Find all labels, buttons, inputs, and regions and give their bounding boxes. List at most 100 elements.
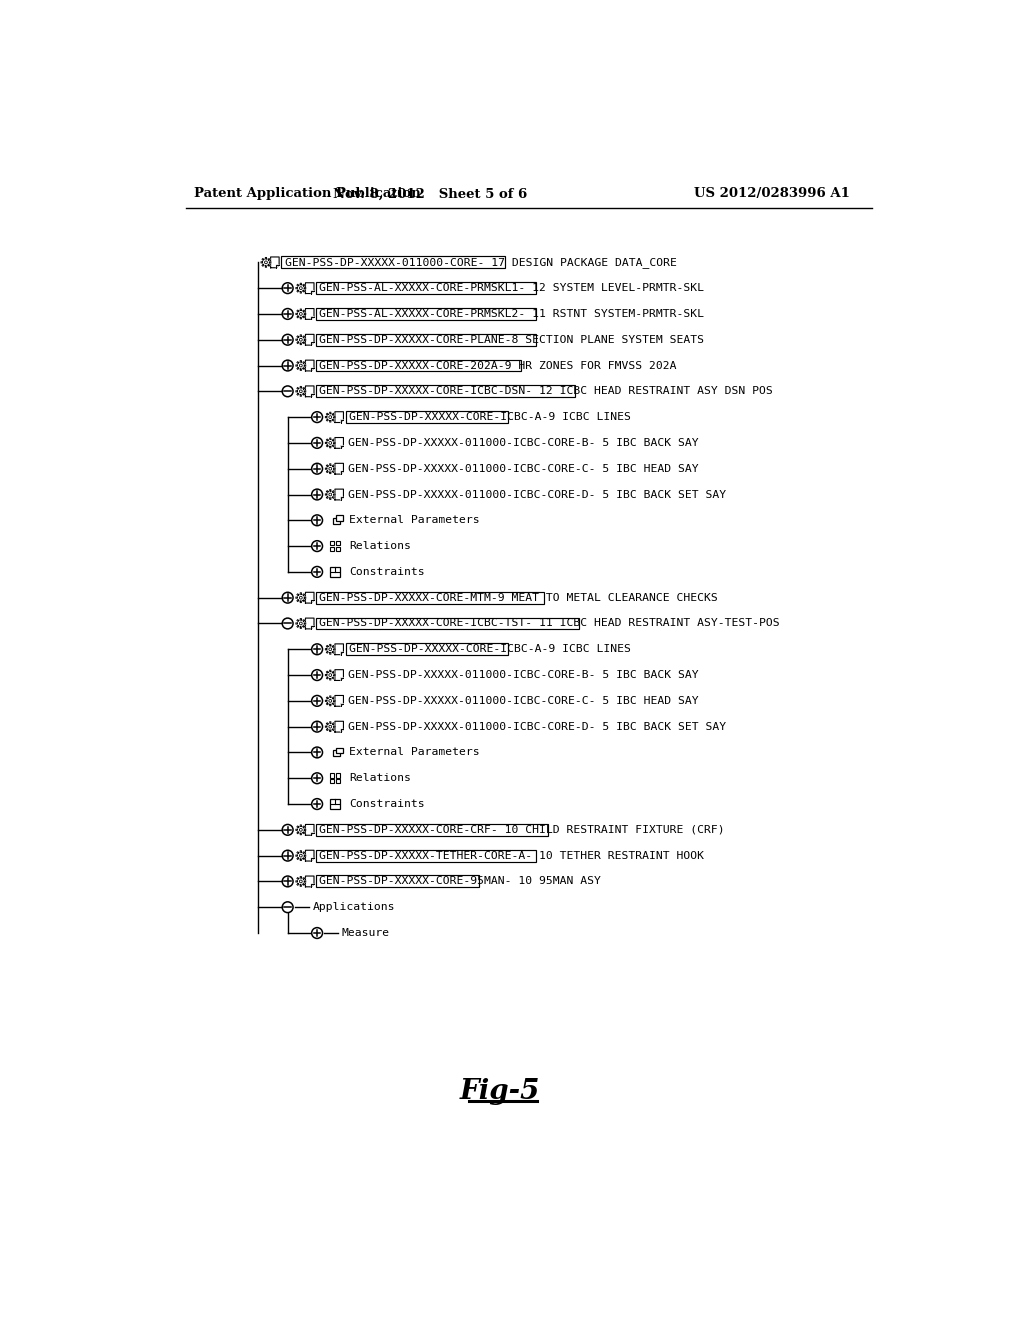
Polygon shape [327, 471, 329, 473]
Polygon shape [330, 730, 331, 731]
Polygon shape [311, 368, 314, 371]
Text: GEN-PSS-DP-XXXXX-011000-ICBC-CORE-B- 5 IBC BACK SAY: GEN-PSS-DP-XXXXX-011000-ICBC-CORE-B- 5 I… [348, 438, 698, 447]
Polygon shape [330, 412, 331, 413]
Polygon shape [335, 412, 343, 422]
Circle shape [311, 490, 323, 500]
Polygon shape [304, 364, 306, 366]
Circle shape [311, 747, 323, 758]
Text: GEN-PSS-DP-XXXXX-CORE-MTM-9 MEAT TO METAL CLEARANCE CHECKS: GEN-PSS-DP-XXXXX-CORE-MTM-9 MEAT TO META… [319, 593, 718, 603]
Polygon shape [326, 700, 327, 701]
Polygon shape [341, 498, 343, 500]
Circle shape [327, 723, 334, 730]
Circle shape [327, 491, 334, 498]
Bar [316, 618, 579, 630]
Circle shape [283, 825, 293, 836]
Polygon shape [304, 829, 306, 830]
Polygon shape [326, 416, 327, 418]
Polygon shape [341, 471, 343, 474]
Polygon shape [297, 851, 299, 854]
Circle shape [297, 388, 304, 395]
Text: Fig-5: Fig-5 [460, 1078, 541, 1105]
Bar [316, 282, 537, 294]
Polygon shape [335, 696, 343, 706]
Polygon shape [300, 368, 301, 371]
Polygon shape [297, 883, 299, 886]
Polygon shape [334, 469, 335, 470]
Polygon shape [334, 726, 335, 727]
Circle shape [311, 644, 323, 655]
Bar [316, 334, 537, 346]
Polygon shape [265, 257, 266, 259]
Polygon shape [327, 491, 329, 492]
Polygon shape [303, 315, 305, 318]
Polygon shape [300, 850, 301, 853]
Text: GEN-PSS-AL-XXXXX-CORE-PRMSKL2- 11 RSTNT SYSTEM-PRMTR-SKL: GEN-PSS-AL-XXXXX-CORE-PRMSKL2- 11 RSTNT … [319, 309, 705, 319]
Polygon shape [303, 832, 305, 834]
Bar [316, 359, 521, 371]
Polygon shape [300, 825, 301, 826]
Polygon shape [330, 463, 331, 466]
Bar [336, 541, 340, 545]
Bar [316, 875, 478, 887]
Circle shape [329, 648, 332, 651]
Bar [316, 385, 574, 397]
Polygon shape [276, 265, 280, 268]
Circle shape [329, 416, 332, 418]
Polygon shape [297, 858, 299, 859]
Circle shape [283, 385, 293, 397]
Polygon shape [330, 705, 331, 706]
Circle shape [297, 878, 304, 884]
Polygon shape [303, 393, 305, 395]
Polygon shape [297, 599, 299, 602]
Polygon shape [333, 496, 334, 499]
Polygon shape [327, 496, 329, 499]
Polygon shape [268, 259, 270, 260]
Circle shape [311, 696, 323, 706]
Polygon shape [311, 342, 314, 345]
Polygon shape [327, 440, 329, 441]
Circle shape [297, 594, 304, 602]
Polygon shape [333, 722, 334, 725]
Bar [333, 750, 340, 756]
Polygon shape [304, 855, 306, 857]
Text: GEN-PSS-DP-XXXXX-CORE-ICBC-A-9 ICBC LINES: GEN-PSS-DP-XXXXX-CORE-ICBC-A-9 ICBC LINE… [349, 644, 631, 655]
Polygon shape [297, 315, 299, 318]
Polygon shape [296, 597, 297, 598]
Text: Nov. 8, 2012   Sheet 5 of 6: Nov. 8, 2012 Sheet 5 of 6 [333, 187, 527, 201]
Circle shape [283, 334, 293, 345]
Polygon shape [303, 858, 305, 859]
Polygon shape [297, 342, 299, 343]
Text: GEN-PSS-DP-XXXXX-CORE-ICBC-TST- 11 ICBC HEAD RESTRAINT ASY-TEST-POS: GEN-PSS-DP-XXXXX-CORE-ICBC-TST- 11 ICBC … [319, 619, 780, 628]
Polygon shape [327, 722, 329, 725]
Circle shape [311, 799, 323, 809]
Circle shape [311, 463, 323, 474]
Polygon shape [341, 446, 343, 449]
Polygon shape [300, 859, 301, 861]
Polygon shape [327, 651, 329, 653]
Polygon shape [333, 440, 334, 441]
Polygon shape [333, 651, 334, 653]
Polygon shape [333, 471, 334, 473]
Polygon shape [334, 442, 335, 444]
Circle shape [329, 494, 332, 496]
Polygon shape [333, 697, 334, 698]
Text: External Parameters: External Parameters [349, 515, 479, 525]
Polygon shape [305, 876, 314, 887]
Circle shape [311, 541, 323, 552]
Polygon shape [303, 290, 305, 292]
Polygon shape [303, 883, 305, 886]
Polygon shape [327, 420, 329, 421]
Polygon shape [296, 829, 297, 830]
Polygon shape [327, 671, 329, 673]
Circle shape [283, 282, 293, 293]
Polygon shape [297, 826, 299, 828]
Text: GEN-PSS-DP-XXXXX-011000-ICBC-CORE-C- 5 IBC HEAD SAY: GEN-PSS-DP-XXXXX-011000-ICBC-CORE-C- 5 I… [348, 696, 698, 706]
Polygon shape [330, 438, 331, 440]
Polygon shape [305, 618, 314, 628]
Polygon shape [311, 858, 314, 861]
Polygon shape [303, 367, 305, 370]
Polygon shape [303, 342, 305, 343]
Polygon shape [303, 284, 305, 286]
Polygon shape [304, 597, 306, 598]
Polygon shape [304, 623, 306, 624]
